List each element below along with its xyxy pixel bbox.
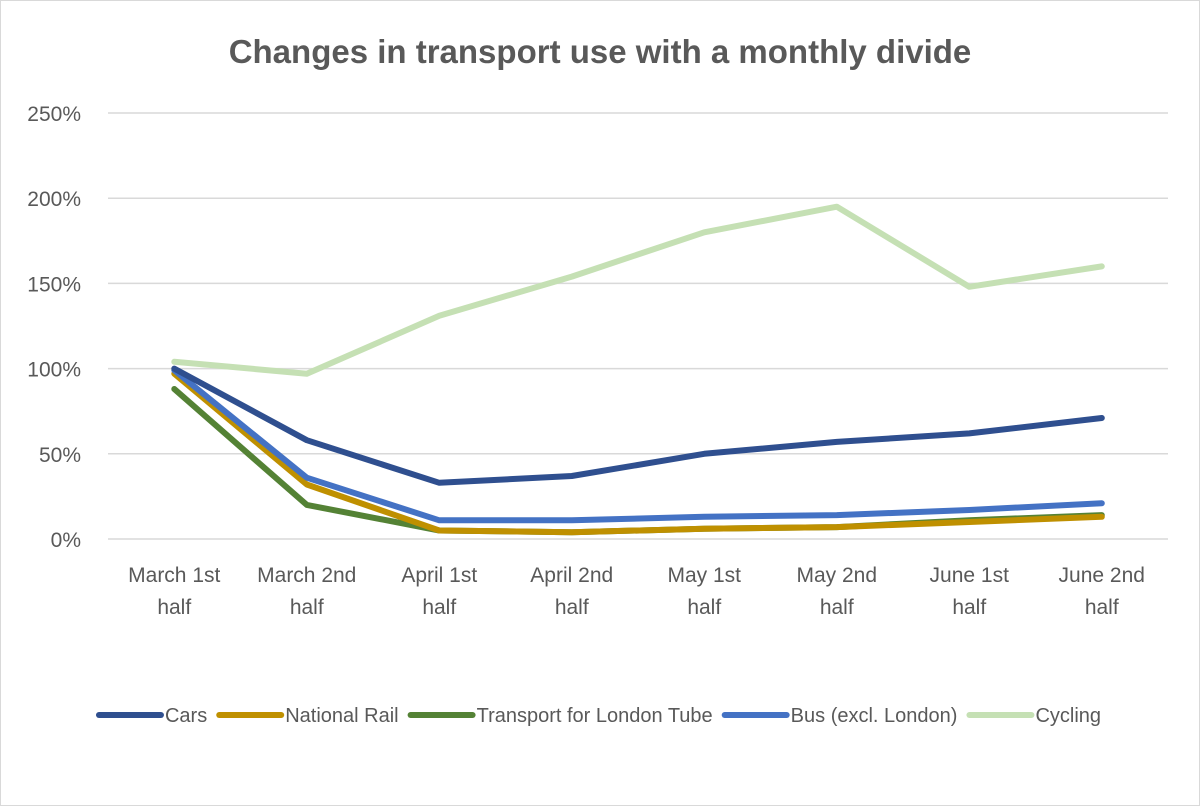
y-axis-ticks: 0% 50% 100% 150% 200% 250% [27,103,81,552]
y-tick-label: 200% [27,188,81,211]
x-tick-label: June 2nd half [1059,564,1145,619]
x-tick-label: April 2nd half [530,564,613,619]
legend-label: Bus (excl. London) [791,705,958,727]
y-tick-label: 250% [27,103,81,126]
series-line-national-rail [171,370,1105,536]
series-lines [171,203,1105,536]
x-tick-label: March 1st half [128,564,220,619]
series-line-cars [171,365,1105,486]
y-tick-label: 50% [39,444,81,467]
x-tick-label: April 1st half [401,564,477,619]
y-tick-label: 150% [27,273,81,296]
legend-label: Cycling [1035,705,1101,727]
legend-label: Transport for London Tube [477,705,713,727]
series-line-cycling [171,203,1105,377]
gridlines [108,112,1168,540]
y-tick-label: 0% [51,529,81,552]
x-tick-label: June 1st half [930,564,1010,619]
legend: Cars National Rail Transport for London Tu… [95,705,1101,727]
series-line-bus-excl-london [171,367,1105,524]
legend-label: National Rail [285,705,398,727]
x-tick-label: March 2nd half [257,564,356,619]
x-axis-ticks: March 1st half March 2nd half April 1st half A… [128,564,1145,619]
legend-label: Cars [165,705,207,727]
y-tick-label: 100% [27,359,81,382]
chart-title: Changes in transport use with a monthly … [229,33,972,70]
x-tick-label: May 2nd half [796,564,877,619]
x-tick-label: May 1st half [667,564,741,619]
